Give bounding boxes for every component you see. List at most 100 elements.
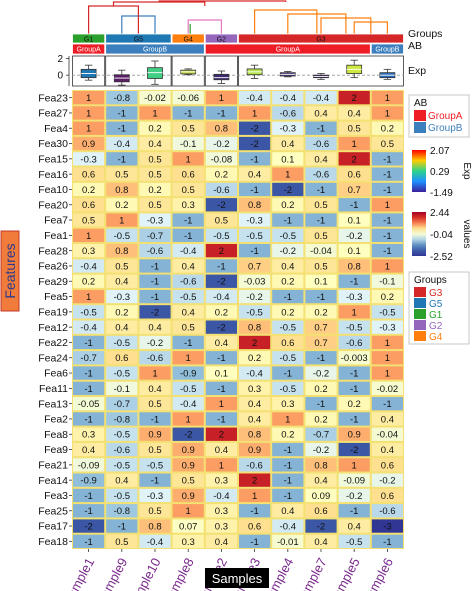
heatmap-cell bbox=[204, 457, 238, 473]
heatmap-cell bbox=[370, 334, 404, 350]
row-label: Fea16 bbox=[38, 169, 68, 181]
ab-legend-swatch bbox=[414, 110, 426, 121]
cell-value-label: -2 bbox=[184, 430, 192, 441]
heatmap-cell bbox=[370, 487, 404, 503]
cell-value-label: -0.5 bbox=[280, 323, 296, 334]
cell-value-label: 0.3 bbox=[215, 506, 228, 517]
exp-group-frame bbox=[105, 55, 172, 87]
cell-value-label: -0.5 bbox=[114, 338, 130, 349]
heatmap-cell bbox=[204, 487, 238, 503]
heatmap-cell bbox=[304, 289, 338, 305]
heatmap-cell bbox=[171, 411, 205, 427]
cell-value-label: -1 bbox=[250, 537, 258, 548]
heatmap-cell bbox=[72, 396, 105, 412]
heatmap-cell bbox=[370, 197, 404, 213]
cell-value-label: -2 bbox=[217, 323, 225, 334]
heatmap-cell bbox=[271, 212, 305, 228]
heatmap-cell bbox=[72, 319, 105, 335]
heatmap-cell bbox=[72, 227, 105, 243]
cell-value-label: 0.4 bbox=[348, 108, 361, 119]
cell-value-label: 0.4 bbox=[148, 139, 161, 150]
heatmap-cell bbox=[271, 120, 305, 136]
row-label: Fea18 bbox=[38, 536, 68, 548]
cell-value-label: -0.6 bbox=[246, 460, 262, 471]
heatmap-cell bbox=[271, 197, 305, 213]
ab-legend-swatch bbox=[414, 122, 426, 133]
y-axis-title: Features bbox=[2, 243, 18, 298]
heatmap-cell bbox=[171, 212, 205, 228]
row-label: Fea15 bbox=[38, 153, 68, 165]
heatmap-cell bbox=[370, 411, 404, 427]
heatmap-cell bbox=[138, 243, 172, 259]
cell-value-label: 0.2 bbox=[281, 430, 294, 441]
row-label: Fea10 bbox=[38, 184, 68, 196]
cell-value-label: 0.4 bbox=[82, 445, 95, 456]
cell-value-label: 0.2 bbox=[314, 384, 327, 395]
heatmap-cell bbox=[238, 136, 272, 152]
heatmap-cell bbox=[72, 166, 105, 182]
cell-value-label: -1 bbox=[151, 277, 159, 288]
heatmap-cell bbox=[204, 120, 238, 136]
heatmap-cell bbox=[138, 304, 172, 320]
cell-value-label: -0.04 bbox=[377, 430, 399, 441]
cell-value-label: 0.9 bbox=[182, 491, 195, 502]
cell-value-label: -0.5 bbox=[114, 430, 130, 441]
group-bar-segment bbox=[105, 33, 172, 44]
cell-value-label: -0.6 bbox=[147, 246, 163, 257]
cell-value-label: -0.5 bbox=[246, 307, 262, 318]
heatmap-cell bbox=[138, 90, 172, 106]
heatmap-cell bbox=[171, 166, 205, 182]
heatmap-cell bbox=[271, 426, 305, 442]
heatmap-cell bbox=[304, 120, 338, 136]
cell-value-label: 0.3 bbox=[82, 246, 95, 257]
cell-value-label: -1 bbox=[84, 506, 92, 517]
cell-value-label: 2 bbox=[352, 154, 357, 165]
cell-value-label: 1 bbox=[186, 154, 191, 165]
heatmap-cell bbox=[337, 426, 371, 442]
heatmap-cell bbox=[171, 90, 205, 106]
group-bar-segment bbox=[72, 33, 106, 44]
heatmap-cell bbox=[204, 304, 238, 320]
cell-value-label: 2 bbox=[252, 338, 257, 349]
heatmap-cells: 1 -0.8 -0.02 -0.06 1 -0.4 -0.4 -0.4 2 1 1 -1 1 -1 -1 1 -… bbox=[72, 90, 404, 549]
heatmap-cell bbox=[105, 289, 139, 305]
heatmap-cell bbox=[337, 151, 371, 167]
row-label: Fea5 bbox=[44, 291, 68, 303]
heatmap-cell bbox=[337, 442, 371, 458]
cell-value-label: 0.5 bbox=[115, 261, 128, 272]
cell-value-label: -0.5 bbox=[246, 231, 262, 242]
column-dendrogram bbox=[88, 0, 388, 34]
groups-legend-swatch bbox=[414, 287, 426, 297]
heatmap-cell bbox=[337, 396, 371, 412]
cell-value-label: -1 bbox=[118, 108, 126, 119]
heatmap-cell bbox=[370, 319, 404, 335]
heatmap-cell bbox=[370, 304, 404, 320]
cell-value-label: 0.5 bbox=[314, 200, 327, 211]
cell-value-label: 0.4 bbox=[248, 170, 261, 181]
cell-value-label: -1 bbox=[151, 414, 159, 425]
row-label: Fea7 bbox=[44, 215, 68, 227]
heatmap-cell bbox=[304, 472, 338, 488]
cell-value-label: -0.8 bbox=[114, 414, 130, 425]
heatmap-cell bbox=[337, 258, 371, 274]
heatmap-cell bbox=[138, 426, 172, 442]
cell-value-label: -0.6 bbox=[147, 353, 163, 364]
heatmap-cell bbox=[204, 105, 238, 121]
cell-value-label: 0.8 bbox=[248, 430, 261, 441]
heatmap-cell bbox=[271, 258, 305, 274]
heatmap-cell bbox=[304, 166, 338, 182]
heatmap-cell bbox=[370, 120, 404, 136]
cell-value-label: 1 bbox=[385, 353, 390, 364]
heatmap-cell bbox=[271, 136, 305, 152]
column-label: sample8 bbox=[161, 555, 197, 591]
heatmap-cell bbox=[204, 151, 238, 167]
cell-value-label: -0.5 bbox=[114, 231, 130, 242]
heatmap-cell bbox=[337, 212, 371, 228]
cell-value-label: -0.09 bbox=[78, 460, 100, 471]
heatmap-cell bbox=[171, 487, 205, 503]
heatmap-cell bbox=[105, 105, 139, 121]
heatmap-cell bbox=[138, 411, 172, 427]
row-label: Fea6 bbox=[44, 368, 68, 380]
cell-value-label: -0.5 bbox=[379, 307, 395, 318]
